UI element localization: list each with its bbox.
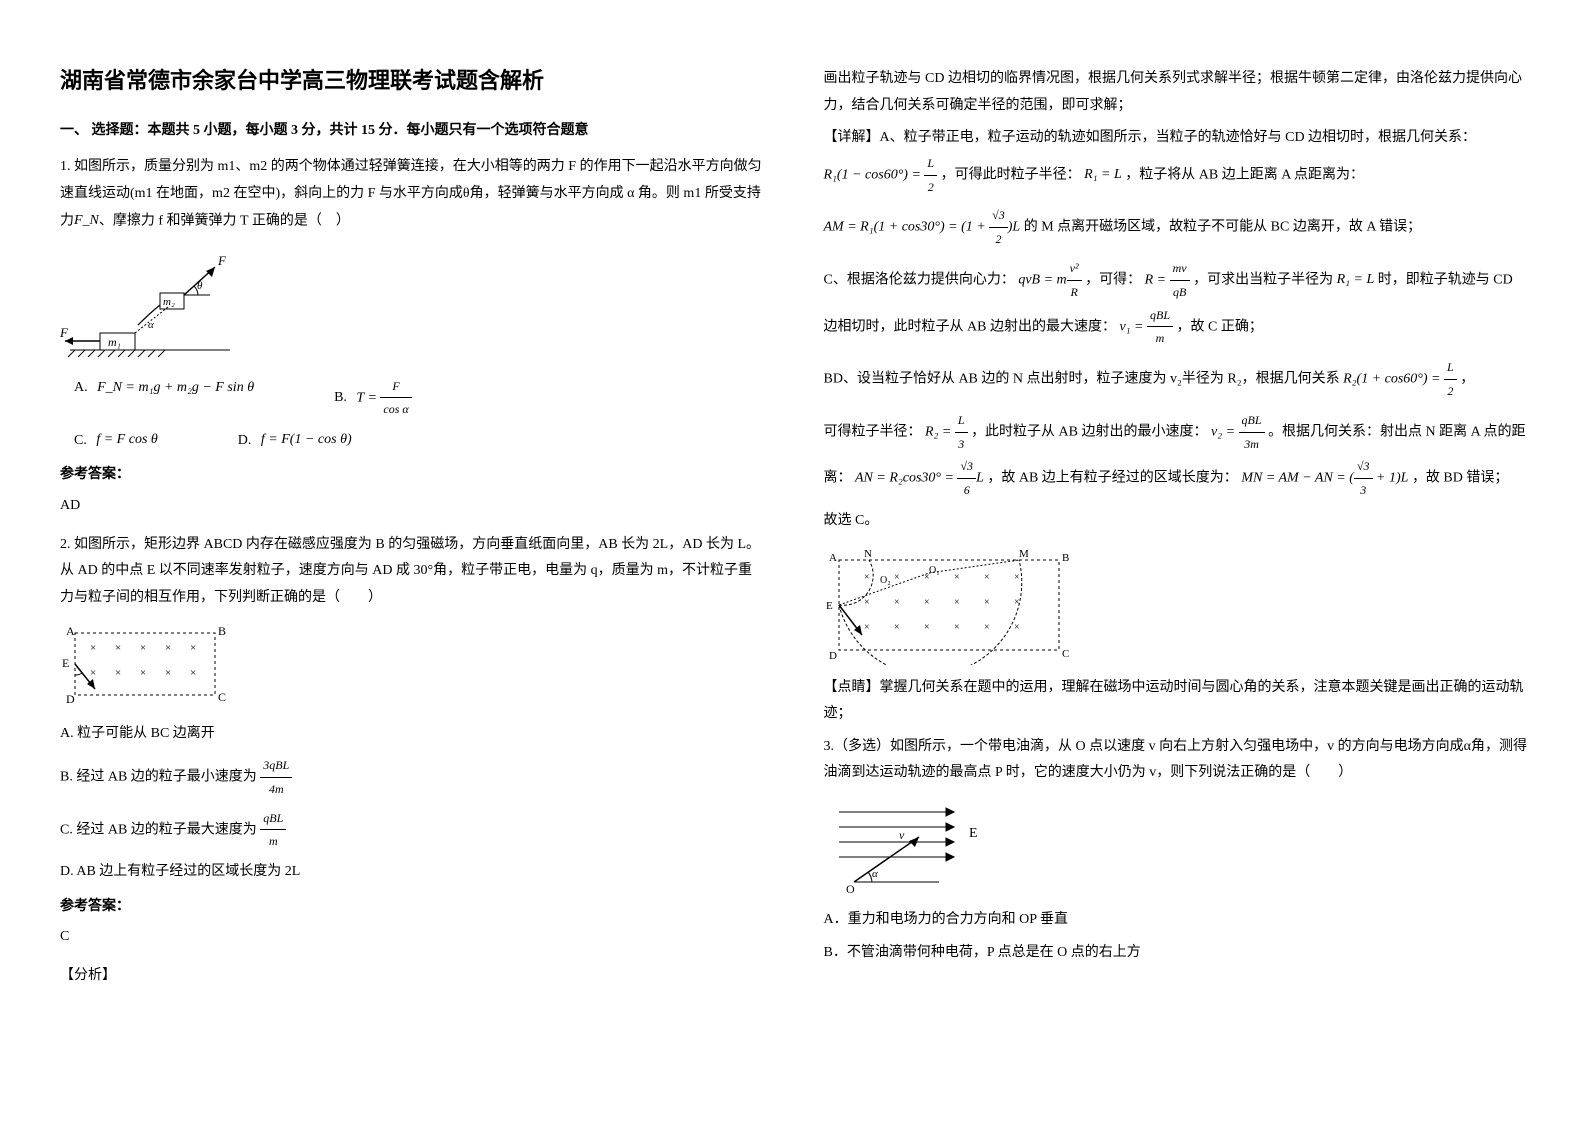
svg-text:×: × — [984, 622, 990, 633]
q2-stem: 2. 如图所示，矩形边界 ABCD 内存在磁感应强度为 B 的匀强磁场，方向垂直… — [60, 532, 764, 612]
svg-text:×: × — [1014, 597, 1020, 608]
svg-text:N: N — [864, 548, 872, 560]
q3-stem: 3.（多选）如图所示，一个带电油滴，从 O 点以速度 v 向右上方射入匀强电场中… — [824, 734, 1528, 787]
svg-text:B: B — [1062, 552, 1069, 564]
svg-text:×: × — [864, 597, 870, 608]
svg-text:×: × — [115, 667, 121, 679]
q2-opt-c: C. 经过 AB 边的粒子最大速度为 qBLm — [60, 807, 764, 854]
q3-opt-b: B．不管油滴带何种电荷，P 点总是在 O 点的右上方 — [824, 940, 1528, 967]
col2-point: 【点睛】掌握几何关系在题中的运用，理解在磁场中运动时间与圆心角的关系，注意本题关… — [824, 675, 1528, 728]
q2-answer: C — [60, 924, 764, 951]
svg-text:×: × — [115, 642, 121, 654]
svg-text:×: × — [864, 622, 870, 633]
q2-analysis-label: 【分析】 — [60, 963, 764, 990]
svg-text:×: × — [1014, 622, 1020, 633]
q2-answer-label: 参考答案： — [60, 894, 764, 921]
col2-p8: 故选 C。 — [824, 508, 1528, 535]
svg-text:×: × — [984, 572, 990, 583]
document-title: 湖南省常德市余家台中学高三物理联考试题含解析 — [60, 60, 764, 102]
right-column: 画出粒子轨迹与 CD 边相切的临界情况图，根据几何关系列式求解半径；根据牛顿第二… — [794, 60, 1558, 1092]
svg-text:A: A — [66, 624, 75, 638]
q2-opt-d: D. AB 边上有粒子经过的区域长度为 2L — [60, 859, 764, 886]
svg-text:O₂: O₂ — [880, 575, 891, 586]
svg-text:×: × — [1014, 572, 1020, 583]
svg-text:×: × — [894, 597, 900, 608]
svg-text:×: × — [90, 667, 96, 679]
svg-text:m₂: m₂ — [163, 296, 175, 308]
col2-p3: AM = R₁(1 + cos30°) = (1 + √32)L 的 M 点离开… — [824, 204, 1528, 251]
svg-text:×: × — [954, 622, 960, 633]
q1-options: A. F_N = m₁g + m₂g − F sin θ B. T = Fcos… — [74, 375, 764, 455]
svg-text:×: × — [140, 667, 146, 679]
svg-text:E: E — [62, 656, 69, 670]
q1-opt-a: A. F_N = m₁g + m₂g − F sin θ — [74, 375, 254, 422]
col2-p2: 【详解】A、粒子带正电，粒子运动的轨迹如图所示，当粒子的轨迹恰好与 CD 边相切… — [824, 125, 1528, 198]
svg-text:F: F — [217, 253, 227, 268]
q1-answer-label: 参考答案： — [60, 462, 764, 489]
svg-text:E: E — [969, 826, 978, 841]
svg-text:×: × — [924, 622, 930, 633]
q1-row-cd: C. f = F cos θ D. f = F(1 − cos θ) — [74, 427, 764, 454]
svg-text:×: × — [165, 667, 171, 679]
svg-text:B: B — [218, 624, 226, 638]
col2-p1: 画出粒子轨迹与 CD 边相切的临界情况图，根据几何关系列式求解半径；根据牛顿第二… — [824, 66, 1528, 119]
svg-text:C: C — [1062, 648, 1069, 660]
col2-p4: C、根据洛伦兹力提供向心力： qvB = mv²R ，可得： R = mvqB … — [824, 257, 1528, 350]
svg-text:×: × — [954, 597, 960, 608]
svg-text:×: × — [165, 642, 171, 654]
svg-text:F: F — [60, 325, 69, 340]
svg-text:×: × — [90, 642, 96, 654]
svg-text:A: A — [829, 552, 837, 564]
left-column: 湖南省常德市余家台中学高三物理联考试题含解析 一、 选择题：本题共 5 小题，每… — [30, 60, 794, 1092]
solution-diagram: A B C D E N M O₁ O₂ × × × × × × × × × × × × × ×… — [824, 545, 1528, 665]
svg-text:D: D — [829, 650, 837, 662]
q3-diagram: E v α O — [824, 797, 1528, 897]
svg-text:×: × — [984, 597, 990, 608]
svg-text:O₁: O₁ — [929, 565, 940, 576]
q2-diagram: A B C D E × × × × × × × × × × — [60, 621, 764, 711]
svg-text:×: × — [894, 622, 900, 633]
svg-text:×: × — [190, 642, 196, 654]
svg-text:v: v — [899, 828, 905, 842]
q1-opt-c: C. f = F cos θ — [74, 427, 158, 454]
q1-opt-d: D. f = F(1 − cos θ) — [238, 427, 352, 454]
col2-p5: BD、设当粒子恰好从 AB 边的 N 点出射时，粒子速度为 v₂半径为 R₂，根… — [824, 356, 1528, 403]
svg-text:θ: θ — [197, 280, 203, 292]
q1-answer: AD — [60, 493, 764, 520]
svg-text:D: D — [66, 692, 75, 706]
q1-stem: 1. 如图所示，质量分别为 m1、m2 的两个物体通过轻弹簧连接，在大小相等的两… — [60, 154, 764, 234]
svg-text:C: C — [218, 690, 226, 704]
svg-text:×: × — [954, 572, 960, 583]
q1-stem2: 、摩擦力 f 和弹簧弹力 T 正确的是（ ） — [99, 213, 350, 228]
q3-opt-a: A．重力和电场力的合力方向和 OP 垂直 — [824, 907, 1528, 934]
fn-symbol: F_N — [74, 208, 99, 235]
q1-opt-b: B. T = Fcos α — [334, 375, 412, 422]
q1-row-ab: A. F_N = m₁g + m₂g − F sin θ B. T = Fcos… — [74, 375, 764, 422]
section-1-header: 一、 选择题：本题共 5 小题，每小题 3 分，共计 15 分．每小题只有一个选… — [60, 118, 764, 145]
svg-text:m₁: m₁ — [108, 335, 121, 349]
q2-opt-b: B. 经过 AB 边的粒子最小速度为 3qBL4m — [60, 754, 764, 801]
svg-text:×: × — [140, 642, 146, 654]
svg-text:×: × — [894, 572, 900, 583]
q1-diagram: m₁ F α m₂ F θ — [60, 245, 764, 365]
svg-text:E: E — [826, 600, 833, 612]
svg-text:×: × — [924, 597, 930, 608]
col2-p6: 可得粒子半径： R₂ = L3 ，此时粒子从 AB 边射出的最小速度： v₂ =… — [824, 409, 1528, 502]
svg-text:O: O — [846, 882, 855, 896]
svg-text:α: α — [148, 319, 154, 331]
svg-text:M: M — [1019, 548, 1029, 560]
svg-text:×: × — [864, 572, 870, 583]
svg-text:α: α — [872, 868, 878, 880]
svg-text:×: × — [190, 667, 196, 679]
q2-opt-a: A. 粒子可能从 BC 边离开 — [60, 721, 764, 748]
